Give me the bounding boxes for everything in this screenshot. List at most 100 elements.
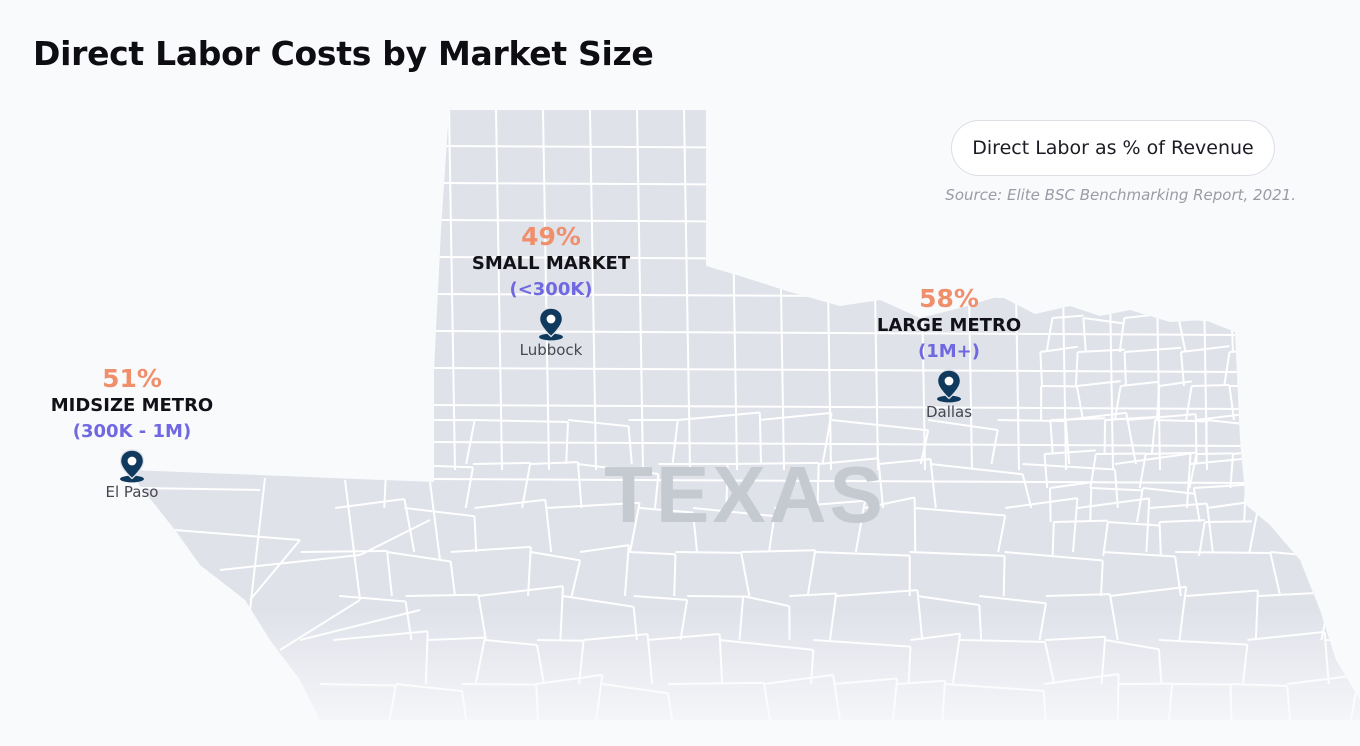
county-border [741,549,816,553]
county-border [300,549,388,553]
county-border [1229,453,1234,489]
county-border [878,457,931,465]
county-border [725,463,729,509]
county-border [562,595,634,608]
marker-range: (300K - 1M) [72,421,192,442]
county-border [1049,481,1092,489]
county-border [1102,521,1109,557]
county-border [1107,521,1160,527]
county-border [472,461,531,465]
marker-percent: 49% [521,222,581,251]
county-border [627,426,633,465]
county-border [1174,556,1182,597]
county-border [806,550,817,597]
county-border [429,330,1251,336]
source-note: Source: Elite BSC Benchmarking Report, 2… [945,186,1296,204]
county-border [1039,351,1044,387]
county-border [877,458,885,509]
county-border [671,419,679,465]
marker-midsize-metro: 51% MIDSIZE METRO (300K - 1M) El Paso [12,365,252,502]
county-border [789,592,837,597]
county-border [399,411,407,465]
county-border [1083,317,1125,325]
county-border [429,367,1251,373]
county-border [831,419,929,432]
county-border [1052,314,1084,319]
county-border [139,487,261,491]
county-border [1159,380,1192,387]
county-border [1104,416,1156,421]
county-border [1185,453,1192,509]
county-border [1155,419,1207,423]
county-border [1072,498,1079,553]
county-border [1076,380,1121,387]
county-border [344,479,361,601]
county-border [1259,497,1339,509]
county-border [328,463,387,468]
county-border [1185,385,1193,421]
county-border [692,507,775,518]
county-border [815,551,910,557]
county-border [404,507,475,518]
county-border [1002,555,1006,597]
county-border [450,545,531,553]
county-border [474,498,546,509]
county-border [174,529,301,541]
county-border [836,589,918,597]
marker-label: MIDSIZE METRO [50,395,214,416]
county-border [589,110,597,471]
county-border [1045,317,1054,353]
county-border [1118,317,1126,353]
county-border [1109,585,1187,597]
legend-pill: Direct Labor as % of Revenue [951,120,1275,176]
county-border [1049,419,1054,455]
county-border [692,512,699,553]
county-border [1044,449,1096,455]
county-border [329,410,406,421]
county-border [1050,417,1106,421]
county-border [633,595,688,601]
marker-range: (1M+) [918,341,980,362]
county-border [1043,453,1049,489]
county-border [1191,383,1230,387]
county-border [636,110,644,471]
county-border [913,497,917,553]
county-border [1231,317,1283,324]
county-border [1077,348,1125,353]
county-border [1136,487,1144,523]
marker-range: (<300K) [509,279,593,300]
county-border [249,477,266,611]
county-border [1077,497,1150,509]
county-border [1075,385,1085,421]
county-border [774,499,866,509]
county-border [1228,385,1235,421]
county-border [465,419,476,465]
county-border [1323,413,1360,421]
county-border [1102,551,1176,558]
county-border [979,595,1047,605]
county-border [429,404,1251,410]
county-border [449,561,457,597]
county-border [928,419,998,432]
county-border [339,595,406,603]
county-border [629,502,641,553]
county-border [758,412,763,465]
marker-label: LARGE METRO [876,315,1022,336]
county-border [1247,418,1279,421]
map-pin-icon [538,307,564,341]
map-pin-icon [936,369,962,403]
county-border [821,412,833,465]
county-border [1125,412,1137,465]
county-border [1230,317,1234,353]
county-border [473,516,478,553]
county-border [405,593,479,597]
texas-watermark: TEXAS [604,450,886,539]
marker-city: El Paso [105,483,159,501]
county-border [521,462,532,509]
county-border [1145,451,1197,455]
county-border [683,110,691,471]
county-border [1051,521,1055,557]
county-border [1186,589,1258,597]
county-border [249,539,301,601]
